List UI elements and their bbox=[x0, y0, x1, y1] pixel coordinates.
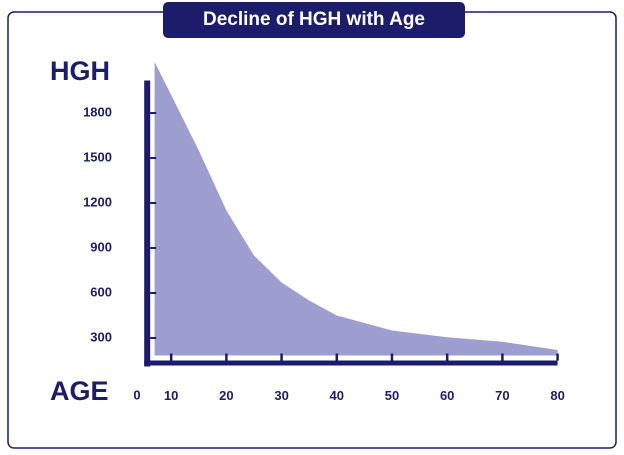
x-tick-label: 60 bbox=[440, 388, 454, 403]
area bbox=[154, 62, 558, 356]
y-tick-label: 1500 bbox=[83, 149, 112, 164]
x-tick-label: 20 bbox=[219, 388, 233, 403]
y-axis-label: HGH bbox=[50, 56, 110, 86]
x-tick-label: 30 bbox=[274, 388, 288, 403]
y-tick-label: 900 bbox=[90, 239, 112, 254]
x-tick-label: 50 bbox=[385, 388, 399, 403]
y-tick-label: 1800 bbox=[83, 104, 112, 119]
y-tick-label: 1200 bbox=[83, 194, 112, 209]
title-box bbox=[163, 2, 465, 38]
y-tick-label: 600 bbox=[90, 284, 112, 299]
x-axis-label: AGE bbox=[50, 376, 109, 406]
x-axis bbox=[144, 360, 558, 366]
y-tick-label: 300 bbox=[90, 329, 112, 344]
x-tick-label: 70 bbox=[495, 388, 509, 403]
chart-title: Decline of HGH with Age bbox=[203, 9, 425, 30]
x-tick-label: 80 bbox=[550, 388, 564, 403]
y-axis bbox=[144, 80, 151, 367]
x-tick-label: 40 bbox=[330, 388, 344, 403]
x-tick-label: 10 bbox=[164, 388, 178, 403]
origin-label: 0 bbox=[133, 387, 140, 402]
